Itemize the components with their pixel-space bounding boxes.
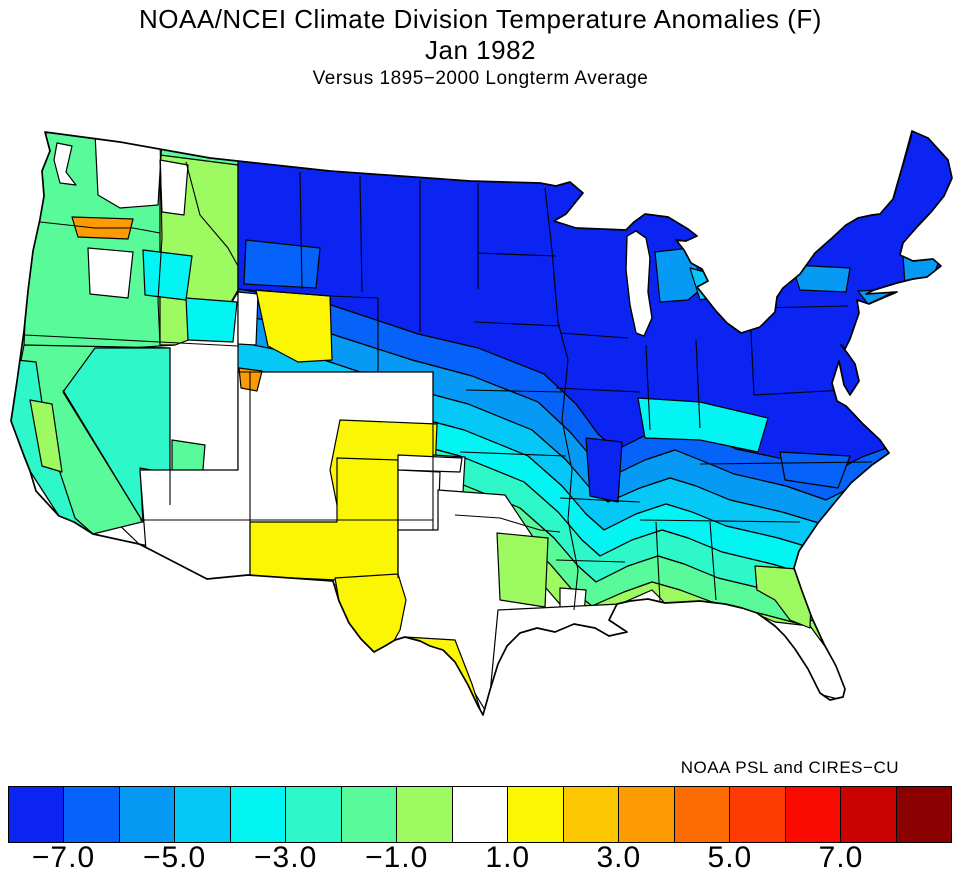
region-oregon-ne-cyan [142, 249, 193, 301]
region-ozark-dark-blue-pocket [585, 437, 623, 503]
region-east-texas-lightgreen [496, 532, 549, 608]
colorbar-segment-2 [119, 787, 176, 842]
region-kentucky-cyan-pocket [637, 397, 769, 453]
plot-subtitle-baseline: Versus 1895−2000 Longterm Average [312, 68, 649, 89]
data-credit: NOAA PSL and CIRES−CU [680, 758, 899, 777]
region-puget-sound-white [53, 142, 77, 186]
colorbar-tick-1.0: 1.0 [485, 841, 531, 874]
colorbar-segment-11 [619, 787, 675, 842]
colorbar-tick-7.0: 7.0 [818, 841, 864, 874]
colorbar-segment-6 [341, 787, 398, 842]
colorbar-tick-−3.0: −3.0 [254, 841, 318, 874]
colorbar-tick-−1.0: −1.0 [365, 841, 429, 874]
region-central-valley-lightgreen [29, 399, 63, 473]
colorbar-segment-16 [896, 787, 951, 842]
plot-title: NOAA/NCEI Climate Division Temperature A… [139, 4, 822, 34]
region-snake-plain-cyan [185, 297, 238, 343]
region-nc-medium-blue-pocket [779, 451, 851, 489]
colorbar-segment-4 [230, 787, 287, 842]
region-idaho-white-pocket [159, 159, 189, 216]
colorbar-segment-3 [175, 787, 231, 842]
lake-michigan [625, 230, 653, 337]
colorbar-tick-5.0: 5.0 [707, 841, 753, 874]
colorbar-tick-3.0: 3.0 [596, 841, 642, 874]
colorbar-segment-13 [730, 787, 786, 842]
region-wyoming-white-pocket [237, 291, 259, 346]
colorbar-segment-15 [841, 787, 897, 842]
us-border-outline [10, 130, 953, 716]
colorbar-segment-7 [397, 787, 453, 842]
colorbar-tick-−7.0: −7.0 [31, 841, 96, 874]
region-tx-panhandle-white [397, 469, 441, 533]
region-montana-sw-medium-blue [243, 239, 321, 289]
colorbar-segment-5 [286, 787, 342, 842]
colorbar-segment-10 [563, 787, 620, 842]
colorbar-segment-1 [64, 787, 120, 842]
colorbar [8, 786, 952, 843]
colorbar-segment-0 [9, 787, 65, 842]
colorbar-segment-12 [674, 787, 731, 842]
colorbar-segment-14 [785, 787, 842, 842]
colorbar-tick-−5.0: −5.0 [142, 841, 207, 874]
region-central-ny-dodger [791, 264, 851, 293]
colorbar-segment-8 [452, 787, 509, 842]
map-fill-regions [11, 131, 952, 715]
lakes [625, 230, 653, 337]
colorbar-tick-labels: −7.0 −5.0 −3.0 −1.0 1.0 3.0 5.0 7.0 [8, 841, 952, 875]
region-oregon-white-pocket [87, 247, 134, 299]
colorbar-segment-9 [508, 787, 564, 842]
plot-subtitle-date: Jan 1982 [425, 35, 536, 65]
region-ok-panhandle-white [397, 454, 463, 473]
